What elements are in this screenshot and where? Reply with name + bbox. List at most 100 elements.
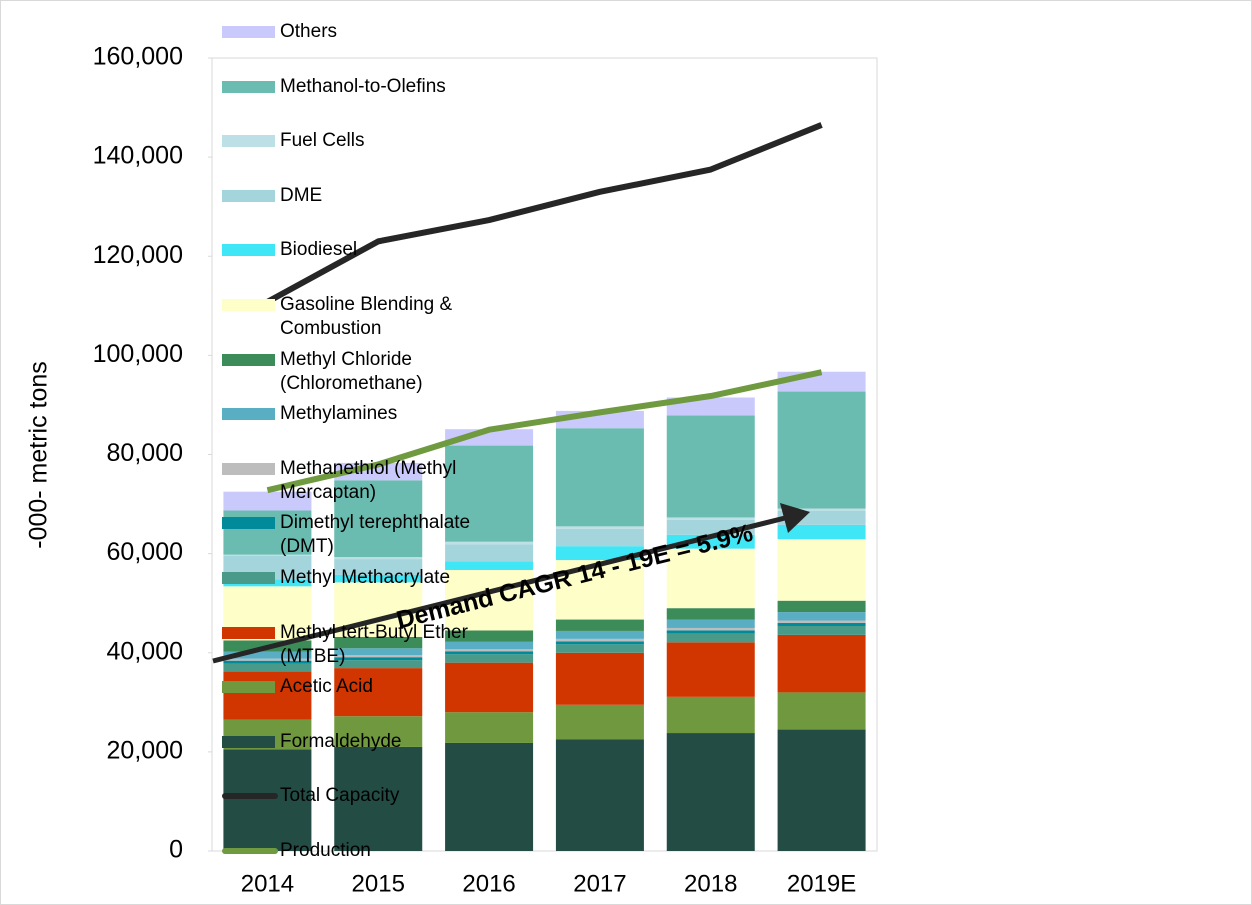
bar-segment [555,428,644,527]
bar-segment [223,749,312,851]
y-tick-label: 140,000 [93,142,183,170]
bar-segment [334,648,423,656]
bar-segment [777,634,866,693]
bar-segment [223,651,312,659]
bar-segment [777,508,866,512]
bar-segment [445,662,534,713]
bar-segment [555,739,644,851]
y-tick-label: 20,000 [107,736,183,764]
legend-swatch [222,408,275,421]
legend-swatch [222,572,275,584]
bar-segment [777,539,866,601]
legend-swatch [222,735,275,748]
bar-segment [223,671,312,720]
bar-segment [445,541,534,545]
bar-segment [666,733,755,851]
bar-segment [666,642,755,697]
bar-segment [445,651,534,655]
bar-segment [777,524,866,540]
legend-swatch [222,793,278,800]
bar-segment [334,668,423,717]
bar-segment [334,480,423,558]
bar-segment [666,608,755,620]
line [265,122,823,305]
x-tick-label: 2019E [787,870,856,897]
legend-swatch [222,244,275,257]
bar-segment [555,704,644,740]
x-tick-label: 2017 [573,870,626,897]
bar-segment [223,658,312,661]
bar-segment [445,429,534,446]
bar-segment [445,544,534,562]
legend-swatch [222,26,275,38]
bar-segment [223,663,312,672]
bar-segment [777,625,866,635]
bar-segment [445,445,534,542]
legend-label: Methyl Chloride (Chloromethane) [280,348,423,394]
legend-label: Methyl tert-Butyl Ether (MTBE) [280,621,468,667]
bar-segment [777,623,866,626]
legend-swatch [222,299,275,311]
bar-segment [777,612,866,621]
x-tick-label: 2018 [684,870,737,897]
legend-label: Fuel Cells [280,130,365,152]
bar-segment [555,638,644,642]
bar-segment [445,712,534,743]
legend-swatch [222,353,275,366]
bar-segment [334,716,423,747]
legend-swatch [222,626,275,639]
y-axis-label: -000- metric tons [25,361,53,549]
bar-segment [445,742,534,851]
bar-segment [666,548,755,609]
bar-segment [445,654,534,663]
bar-segment [334,557,423,560]
legend-label: Methyl Methacrylate [280,567,451,588]
bar-segment [666,633,755,643]
legend-swatch [222,135,275,148]
bar-segment [334,660,423,669]
bar-segment [223,554,312,556]
bar-segment [777,600,866,613]
bar-segment [445,649,534,652]
bar-segment [666,534,755,549]
y-tick-label: 80,000 [107,439,183,467]
y-tick-label: 40,000 [107,637,183,665]
legend-swatch [222,681,275,694]
y-tick-label: 60,000 [107,538,183,566]
bar-segment [445,561,534,570]
bar-segment [555,641,644,645]
legend-swatch [222,517,275,530]
bar-segment [555,652,644,705]
bar-segment [777,620,866,624]
x-tick-label: 2014 [241,870,294,897]
legend-swatch [222,462,275,475]
legend-label: Others [280,21,338,42]
bar-segment [555,619,644,631]
y-tick-label: 160,000 [93,43,183,71]
bar-segment [223,660,312,664]
bar-segment [334,746,423,851]
legend-label: Methanol-to-Olefins [280,75,446,97]
bar-segment [334,657,423,661]
bar-segment [666,415,755,518]
bar-segment [223,491,312,511]
legend-swatch [222,80,275,93]
bar-segment [445,641,534,650]
bar-segment [334,655,423,658]
y-tick-label: 120,000 [93,241,183,269]
x-tick-label: 2016 [462,870,515,897]
legend-label: DME [280,184,323,206]
legend-label: Methylamines [280,403,398,425]
arrow-head [780,503,810,533]
bar-segment [777,729,866,851]
legend-label: Total Capacity [280,785,400,807]
bar-segment [555,528,644,547]
bar-segment [666,630,755,634]
legend-swatch [222,189,275,202]
legend-swatch [222,848,278,854]
bar-segment [666,627,755,631]
bar-segment [334,574,423,583]
legend-label: Methanethiol (Methyl Mercaptan) [280,457,457,503]
